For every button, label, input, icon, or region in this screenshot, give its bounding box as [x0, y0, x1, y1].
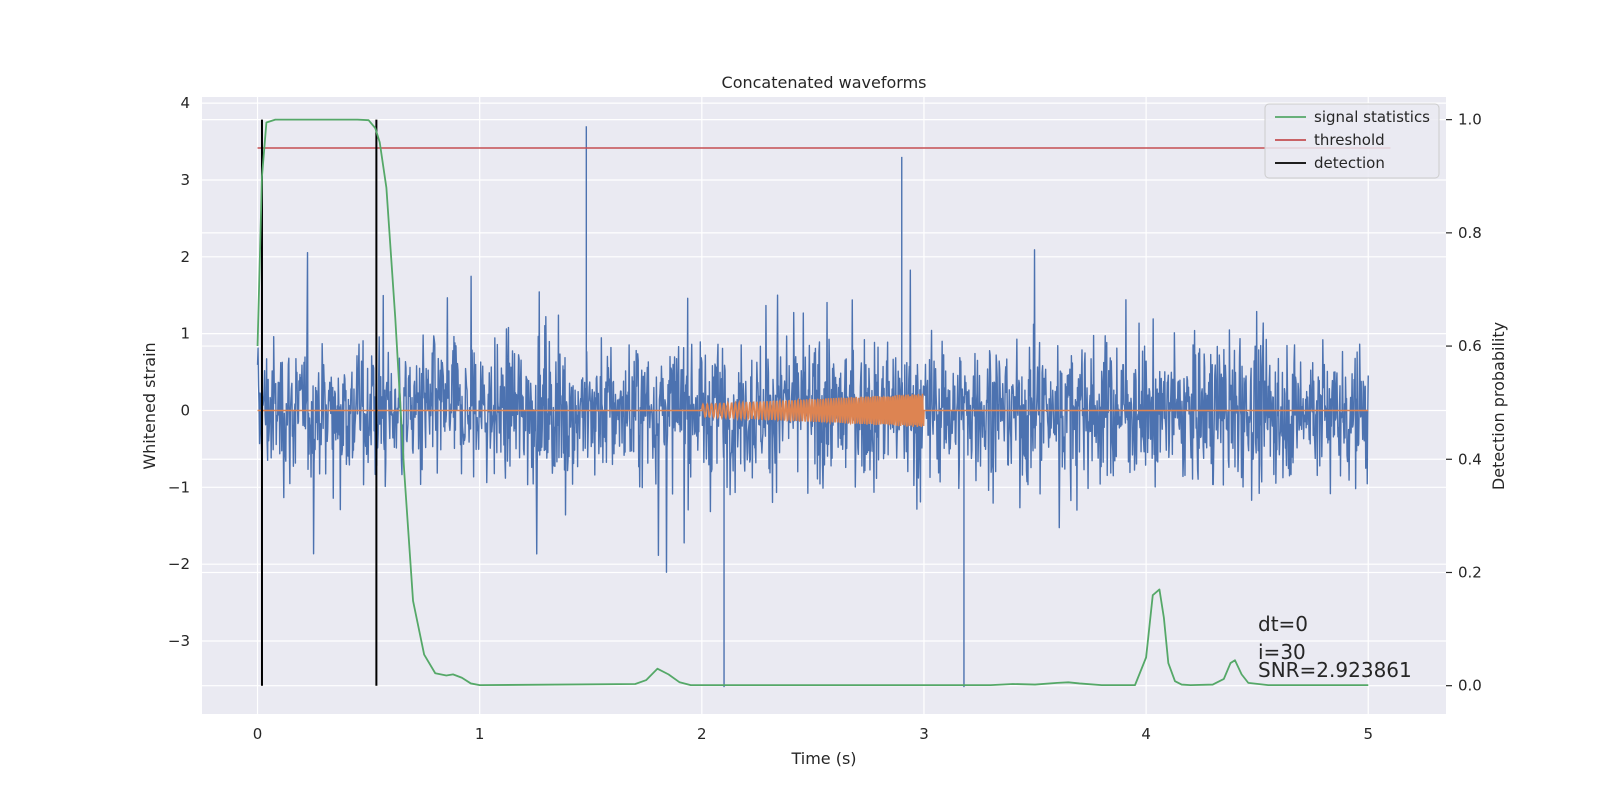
y-left-tick-label: −2: [168, 555, 190, 573]
x-tick-label: 1: [475, 725, 485, 743]
annotations: dt=0 i=30 SNR=2.923861: [1258, 612, 1412, 682]
x-tick-labels: 0 1 2 3 4 5: [253, 725, 1373, 743]
y-right-tick-label: 0.8: [1458, 224, 1482, 242]
y-right-axis-label: Detection probability: [1489, 322, 1508, 490]
y-left-tick-label: 0: [180, 401, 190, 419]
y-left-axis-label: Whitened strain: [140, 342, 159, 469]
y-right-tick-label: 0.2: [1458, 563, 1482, 581]
whitened-strain-line: [256, 126, 1369, 688]
x-axis-label: Time (s): [790, 749, 856, 768]
x-tick-label: 2: [697, 725, 707, 743]
y-right-tick-label: 1.0: [1458, 111, 1482, 129]
y-left-tick-label: 4: [180, 94, 190, 112]
legend-label-detection: detection: [1314, 154, 1385, 172]
x-tick-label: 0: [253, 725, 263, 743]
y-right-tick-label: 0.6: [1458, 337, 1482, 355]
y-left-tick-labels: 4 3 2 1 0 −1 −2 −3: [168, 94, 190, 650]
y-left-tick-label: 2: [180, 248, 190, 266]
y-right-tick-label: 0.4: [1458, 450, 1482, 468]
y-left-tick-label: −3: [168, 632, 190, 650]
y-right-gridlines: [202, 119, 1446, 687]
chart-title: Concatenated waveforms: [722, 73, 927, 92]
y-left-tick-label: 3: [180, 171, 190, 189]
signal-statistics-line: [256, 118, 1369, 687]
y-left-tick-label: −1: [168, 478, 190, 496]
y-left-tick-label: 1: [180, 325, 190, 343]
legend-box: [1264, 103, 1440, 179]
detection-lines: [260, 119, 378, 686]
legend-label-threshold: threshold: [1314, 131, 1385, 149]
chirp-waveform-line: [257, 393, 1369, 428]
y-right-tick-labels: 1.0 0.8 0.6 0.4 0.2 0.0: [1446, 111, 1482, 695]
legend: signal statistics threshold detection: [1264, 103, 1440, 179]
annotation-index: i=30: [1258, 640, 1306, 664]
y-right-tick-label: 0.0: [1458, 677, 1482, 695]
annotation-snr: SNR=2.923861: [1258, 658, 1412, 682]
legend-label-signal-statistics: signal statistics: [1314, 108, 1430, 126]
x-tick-label: 4: [1141, 725, 1151, 743]
x-tick-label: 5: [1363, 725, 1373, 743]
annotation-dt: dt=0: [1258, 612, 1308, 636]
x-tick-label: 3: [919, 725, 929, 743]
